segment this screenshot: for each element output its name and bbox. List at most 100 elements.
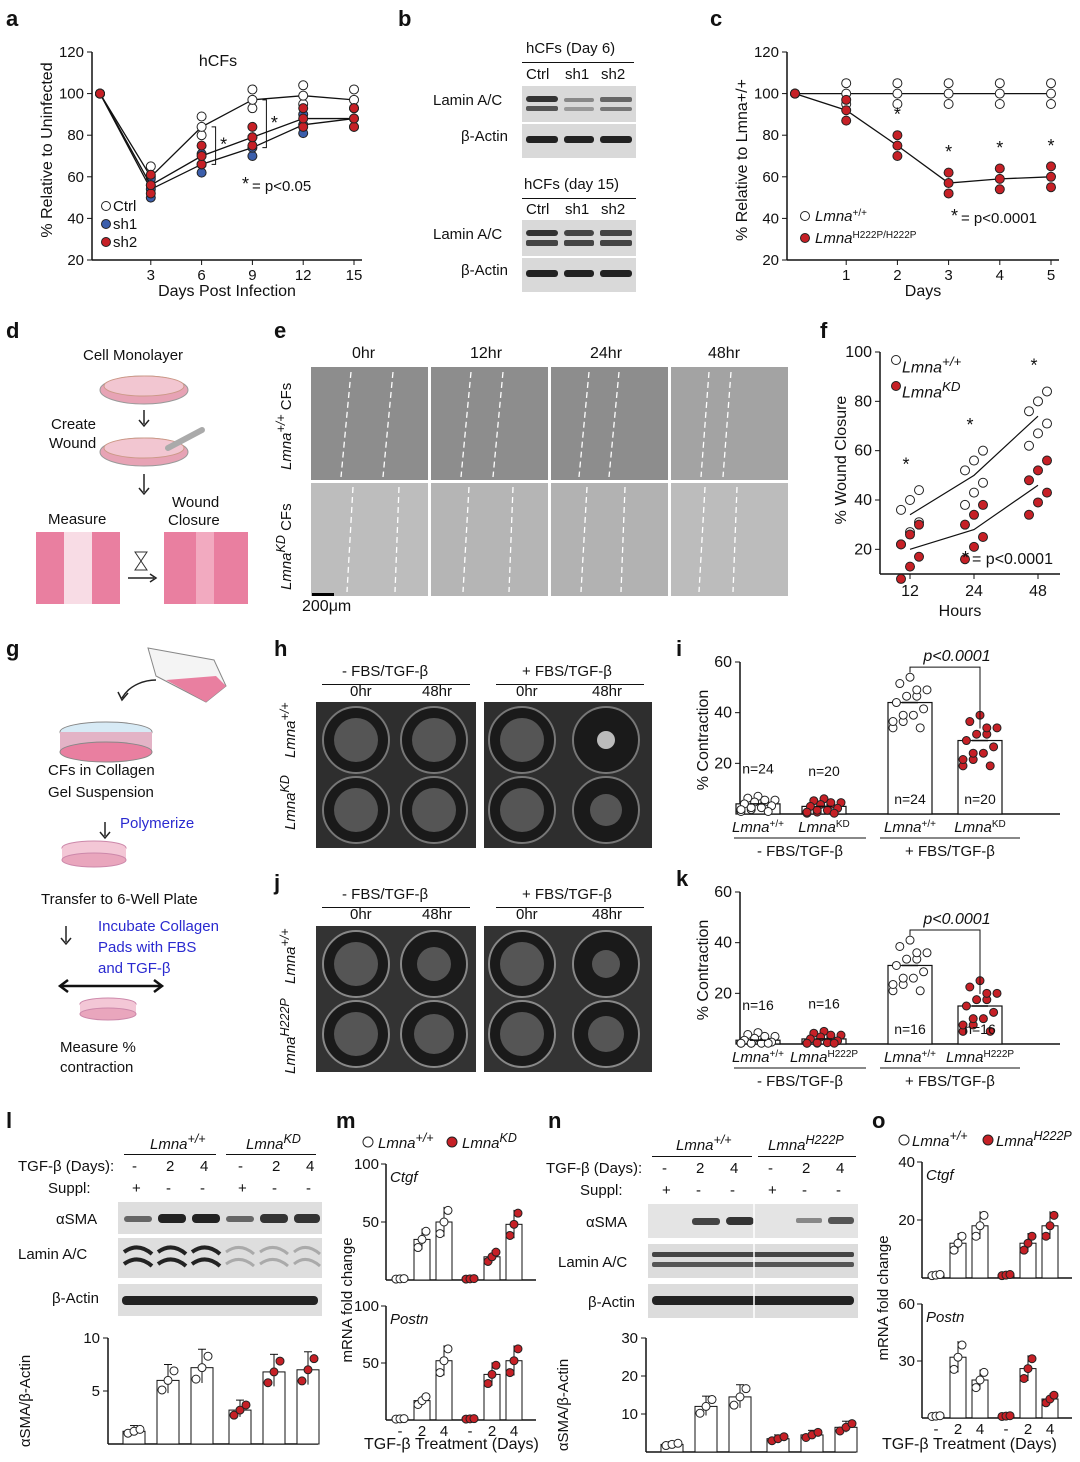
blot-b-bottom-title: hCFs (day 15) [524,176,620,193]
data-point [888,717,898,727]
data-point [912,685,922,695]
micro-r2-0 [311,483,428,596]
x-category-sup: +/+ [922,1049,937,1060]
y-axis-label: αSMA/β-Actin [17,1355,34,1447]
sig-asterisk: * [1030,356,1037,376]
o-legend1-marker [898,1134,910,1146]
data-point [965,982,975,992]
scale-label: 200μm [302,598,352,615]
data-point [435,1368,445,1378]
h-rule2 [496,684,644,685]
legend-marker-sh1 [101,219,111,229]
data-point [469,1414,479,1424]
data-point [895,679,905,689]
data-point [229,1410,239,1420]
y-tick-label: 120 [754,44,779,61]
data-point [908,973,918,983]
x-tick-label: 2 [954,1421,962,1438]
data-point [1005,1270,1015,1280]
l-geno1: Lmna+/+ [150,1132,206,1153]
o-x-axis-label: TGF-β Treatment (Days) [882,1436,1057,1453]
data-point [196,111,207,122]
panel-label-c: c [710,6,723,31]
data-point [298,113,309,124]
sig-asterisk: * [902,454,909,474]
data-point [349,84,359,95]
y-tick-label: 20 [898,1212,915,1229]
data-point [247,121,258,132]
data-point [735,1392,745,1402]
legend-marker [800,211,810,221]
data-point [729,1400,739,1410]
data-point [969,509,979,520]
chart-c: 20 40 60 80 100 120 1 2 3 4 5 Days % Relative to Lmn… [734,44,1059,300]
h-time-3: 0hr [516,683,538,700]
data-point [960,499,970,510]
data-point [491,1247,501,1257]
data-point [935,1270,945,1280]
data-point [961,1001,971,1011]
y-axis-label: % Contraction [695,920,712,1021]
data-point [513,1344,523,1354]
blot-b-row-lamin: Lamin A/C [433,92,503,109]
y-tick-label: 50 [362,1214,379,1231]
x-tick-label: - [934,1421,939,1438]
j-time-3: 0hr [516,906,538,923]
e-wound-lines [340,371,738,593]
tgf-day-5: 4 [836,1160,845,1177]
data-point [163,1375,173,1385]
x-tick-label: 12 [295,267,312,284]
data-point [969,541,979,552]
data-point [978,1014,988,1024]
data-point [303,1365,313,1375]
data-point [1027,1354,1037,1364]
y-tick-label: 5 [92,1383,100,1400]
data-point [898,710,908,720]
j-rule1 [322,907,470,908]
data-point [914,551,924,562]
x-tick-label: 12 [901,583,919,600]
data-point [298,121,309,132]
series-line-sh2 [99,93,354,187]
data-point [949,1364,959,1374]
j-group2: + FBS/TGF-β [522,886,612,903]
sig-asterisk: * [220,135,227,155]
x-category-label: Lmna+/+ [732,819,784,837]
data-point [978,748,988,758]
y-tick-label: 10 [621,1406,638,1423]
data-point [763,806,773,816]
data-point [826,1030,836,1040]
data-point [1042,386,1052,397]
suppl-2: - [730,1182,735,1199]
x-tick-label: - [1004,1421,1009,1438]
y-tick-label: 40 [854,492,872,509]
l-blot [118,1202,322,1316]
fit-line [909,484,1039,550]
data-point [349,113,359,124]
annotation-star: * [242,174,249,194]
data-point [975,1375,985,1385]
data-point [896,539,906,550]
m-legend2: LmnaKD [462,1131,517,1152]
x-tick-label: 4 [976,1421,984,1438]
data-point [275,1356,285,1366]
lane-sh2-2: sh2 [601,201,626,218]
y-tick-label: 100 [354,1156,379,1173]
data-point [802,807,812,817]
y-tick-label: 50 [362,1355,379,1372]
suppl-1: - [166,1180,171,1197]
data-point [915,723,925,733]
micro-r2-24 [551,483,668,596]
data-point [891,960,901,970]
f-legend2: LmnaKD [902,379,961,402]
data-point [1033,497,1043,508]
fit-line [909,415,1039,516]
l-row-asma: αSMA [56,1211,98,1228]
o-legend2: LmnaH222P [996,1129,1072,1150]
data-point [994,173,1005,184]
l-geno2: LmnaKD [246,1132,301,1153]
data-point [982,988,992,998]
data-point [760,795,770,805]
annotation-text: = p<0.05 [252,178,311,195]
data-point [399,1414,409,1424]
